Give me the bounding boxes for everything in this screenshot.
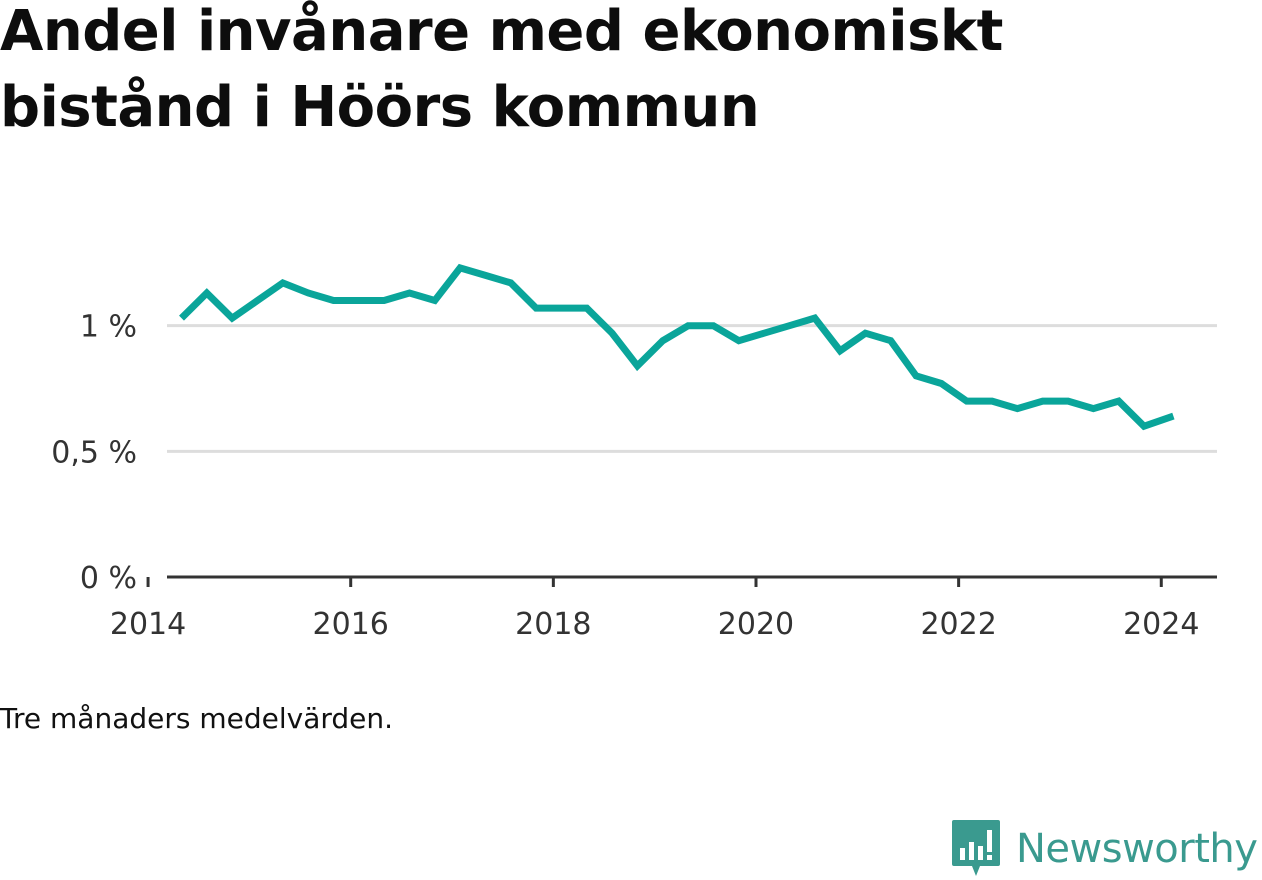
x-tick-label: 2014 <box>110 607 186 642</box>
x-tick-label: 2018 <box>515 607 591 642</box>
brand-logo: Newsworthy <box>950 818 1258 880</box>
x-tick-label: 2024 <box>1123 607 1199 642</box>
x-axis: 2014 2016 2018 2020 2022 2024 <box>110 575 1217 642</box>
y-tick-label: 0,5 % <box>51 435 137 470</box>
y-tick-label: 0 % <box>80 561 137 596</box>
y-axis-tick-labels: 0 % 0,5 % 1 % <box>51 310 137 596</box>
chart-note: Tre månaders medelvärden. <box>0 702 394 735</box>
chart-title: Andel invånare med ekonomiskt bistånd i … <box>0 0 1003 140</box>
gridlines <box>167 324 1217 453</box>
y-tick-label: 1 % <box>80 310 137 345</box>
series-layer <box>179 263 1175 431</box>
series-line <box>179 263 1175 431</box>
brand-name: Newsworthy <box>1016 826 1258 872</box>
x-tick-label: 2020 <box>718 607 794 642</box>
newsworthy-logo-icon <box>952 820 1000 876</box>
line-chart: 0 % 0,5 % 1 % 2014 2016 2018 2020 2022 2024 <box>51 263 1217 642</box>
x-tick-label: 2022 <box>920 607 996 642</box>
x-tick-label: 2016 <box>313 607 389 642</box>
